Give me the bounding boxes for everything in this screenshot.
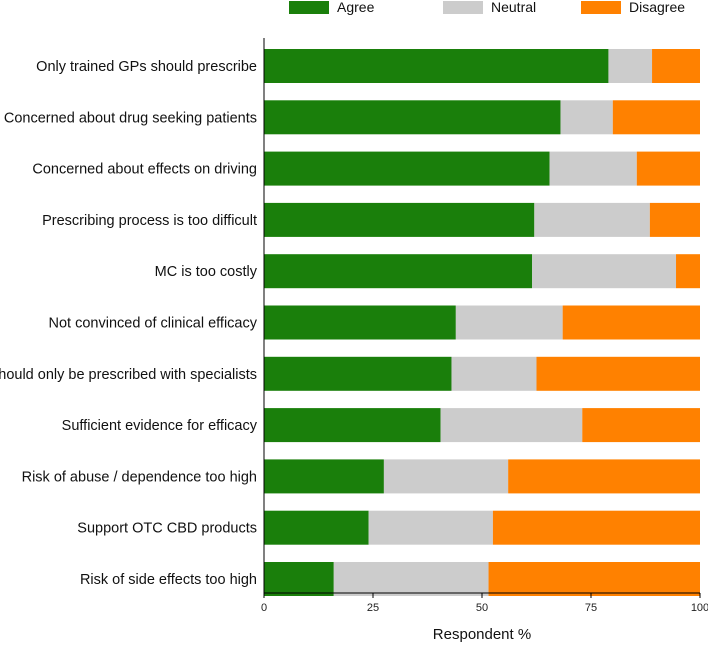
bar-neutral-risk-of-abuse-dependence-too-high — [383, 459, 509, 494]
x-tick-label-75: 75 — [585, 602, 597, 614]
x-tick-label-100: 100 — [691, 602, 708, 614]
bar-disagree-only-trained-gps-should-prescribe — [652, 49, 700, 83]
category-label-not-convinced-of-clinical-efficacy: Not convinced of clinical efficacy — [49, 316, 258, 332]
bars — [264, 49, 700, 596]
x-tick-label-50: 50 — [476, 602, 488, 614]
bar-agree-should-only-be-prescribed-with-specialists — [264, 356, 452, 391]
bar-disagree-support-otc-cbd-products — [492, 510, 700, 545]
bar-agree-prescribing-process-is-too-difficult — [264, 202, 535, 237]
category-label-risk-of-abuse-dependence-too-high: Risk of abuse / dependence too high — [22, 469, 257, 485]
legend-swatch-disagree — [581, 1, 621, 14]
bar-agree-not-convinced-of-clinical-efficacy — [264, 305, 456, 340]
category-label-support-otc-cbd-products: Support OTC CBD products — [77, 521, 257, 537]
bar-disagree-sufficient-evidence-for-efficacy — [582, 408, 700, 443]
bar-agree-support-otc-cbd-products — [264, 510, 369, 545]
category-label-mc-is-too-costly: MC is too costly — [155, 264, 258, 280]
x-axis-title: Respondent % — [433, 626, 531, 643]
x-tick-label-25: 25 — [367, 602, 379, 614]
category-label-prescribing-process-is-too-difficult: Prescribing process is too difficult — [42, 213, 257, 229]
bar-agree-sufficient-evidence-for-efficacy — [264, 408, 441, 443]
bar-agree-concerned-about-drug-seeking-patients — [264, 100, 561, 135]
bar-disagree-not-convinced-of-clinical-efficacy — [562, 305, 700, 340]
bar-disagree-risk-of-abuse-dependence-too-high — [508, 459, 700, 494]
category-label-concerned-about-effects-on-driving: Concerned about effects on driving — [32, 162, 257, 178]
category-label-concerned-about-drug-seeking-patients: Concerned about drug seeking patients — [4, 110, 257, 126]
bar-neutral-only-trained-gps-should-prescribe — [608, 49, 653, 83]
bar-disagree-risk-of-side-effects-too-high — [488, 562, 700, 596]
bar-neutral-not-convinced-of-clinical-efficacy — [455, 305, 563, 340]
category-label-sufficient-evidence-for-efficacy: Sufficient evidence for efficacy — [62, 418, 258, 434]
category-label-risk-of-side-effects-too-high: Risk of side effects too high — [80, 572, 257, 588]
bar-neutral-concerned-about-drug-seeking-patients — [560, 100, 613, 135]
bar-disagree-prescribing-process-is-too-difficult — [649, 202, 700, 237]
bar-neutral-mc-is-too-costly — [532, 254, 677, 289]
bar-neutral-support-otc-cbd-products — [368, 510, 493, 545]
bar-agree-risk-of-side-effects-too-high — [264, 562, 334, 596]
x-tick-label-0: 0 — [261, 602, 267, 614]
bar-disagree-concerned-about-drug-seeking-patients — [612, 100, 700, 135]
bar-disagree-concerned-about-effects-on-driving — [636, 151, 700, 186]
bar-neutral-risk-of-side-effects-too-high — [333, 562, 489, 596]
x-axis-ticks: 0 25 50 75 100 — [261, 593, 708, 614]
category-label-only-trained-gps-should-prescribe: Only trained GPs should prescribe — [36, 59, 257, 75]
bar-neutral-should-only-be-prescribed-with-specialists — [451, 356, 537, 391]
bar-agree-only-trained-gps-should-prescribe — [264, 49, 609, 83]
category-labels: Only trained GPs should prescribe Concern… — [0, 59, 258, 588]
legend: Agree Neutral Disagree — [289, 0, 685, 15]
bar-neutral-prescribing-process-is-too-difficult — [534, 202, 650, 237]
bar-agree-risk-of-abuse-dependence-too-high — [264, 459, 384, 494]
legend-swatch-agree — [289, 1, 329, 14]
bar-neutral-sufficient-evidence-for-efficacy — [440, 408, 583, 443]
bar-neutral-concerned-about-effects-on-driving — [549, 151, 637, 186]
legend-label-disagree: Disagree — [629, 0, 685, 15]
bar-disagree-should-only-be-prescribed-with-specialists — [536, 356, 700, 391]
category-label-should-only-be-prescribed-with-specialists: Should only be prescribed with specialis… — [0, 367, 257, 383]
legend-swatch-neutral — [443, 1, 483, 14]
legend-label-neutral: Neutral — [491, 0, 536, 15]
legend-label-agree: Agree — [337, 0, 375, 15]
bar-agree-mc-is-too-costly — [264, 254, 533, 289]
bar-disagree-mc-is-too-costly — [676, 254, 700, 289]
bar-agree-concerned-about-effects-on-driving — [264, 151, 550, 186]
